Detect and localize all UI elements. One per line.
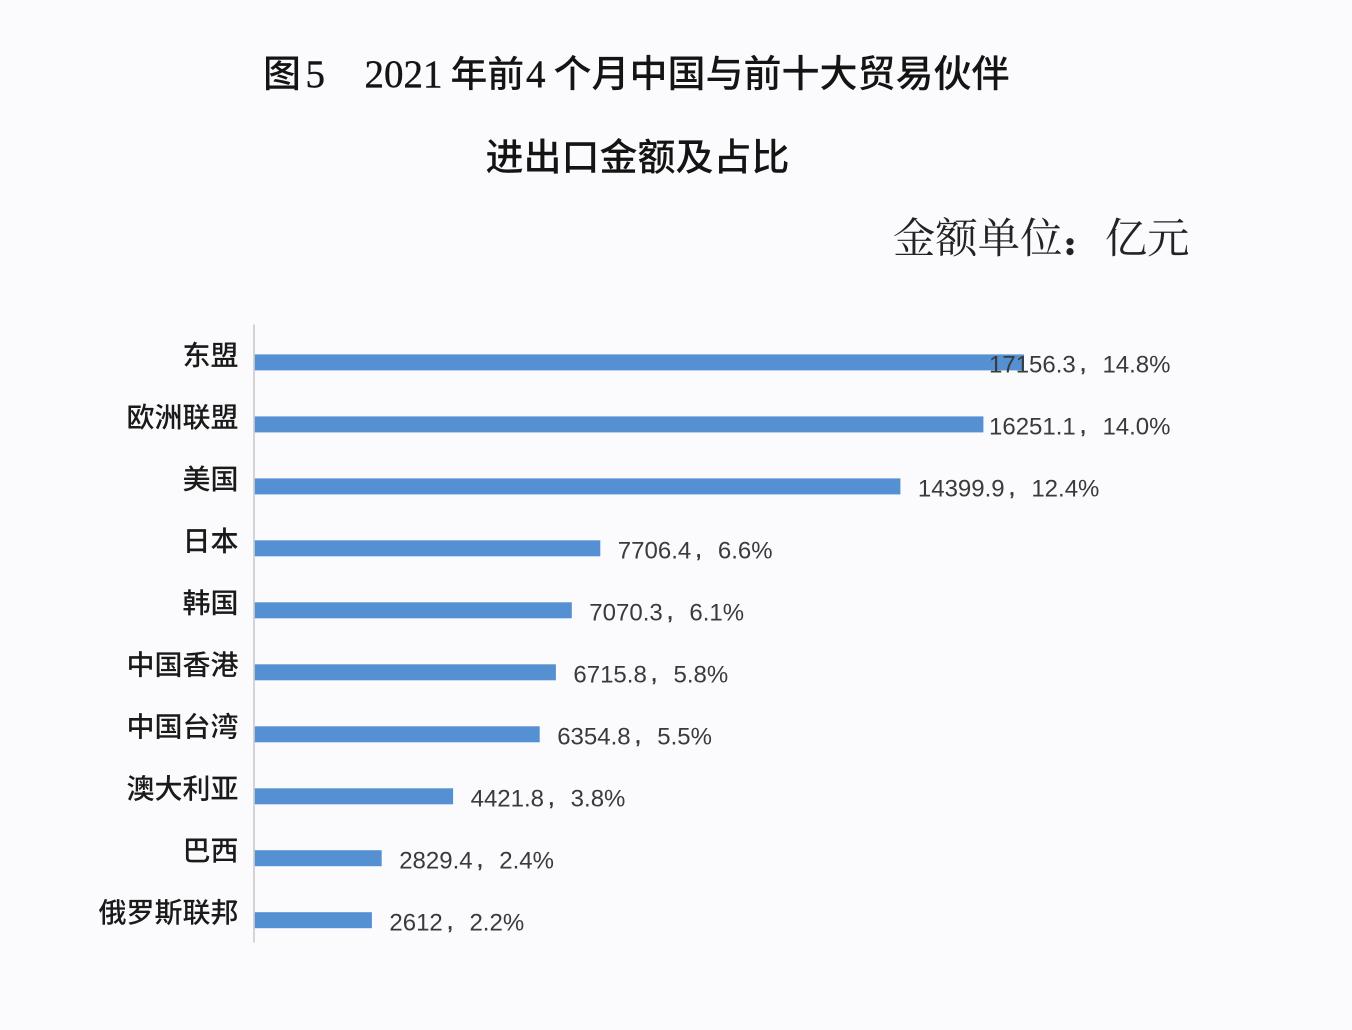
svg-text:5: 5 (306, 53, 326, 96)
svg-text:2021: 2021 (365, 53, 443, 96)
svg-text:6715.8,5.8%: 6715.8, 5.8% (573, 660, 728, 689)
svg-text:7070.3,6.1%: 7070.3, 6.1% (589, 598, 744, 627)
svg-text:2829.4,2.4%: 2829.4, 2.4% (399, 846, 554, 875)
svg-text:17156.3,14.8%: 17156.3, 14.8% (989, 350, 1171, 379)
svg-text:7706.4,6.6%: 7706.4, 6.6% (618, 536, 773, 565)
svg-text:14399.9,12.4%: 14399.9, 12.4% (918, 474, 1100, 503)
svg-text:6354.8,5.5%: 6354.8, 5.5% (557, 722, 712, 751)
svg-text:4: 4 (526, 53, 546, 96)
svg-text:16251.1,14.0%: 16251.1, 14.0% (989, 412, 1171, 441)
svg-text:4421.8,3.8%: 4421.8, 3.8% (471, 784, 626, 813)
